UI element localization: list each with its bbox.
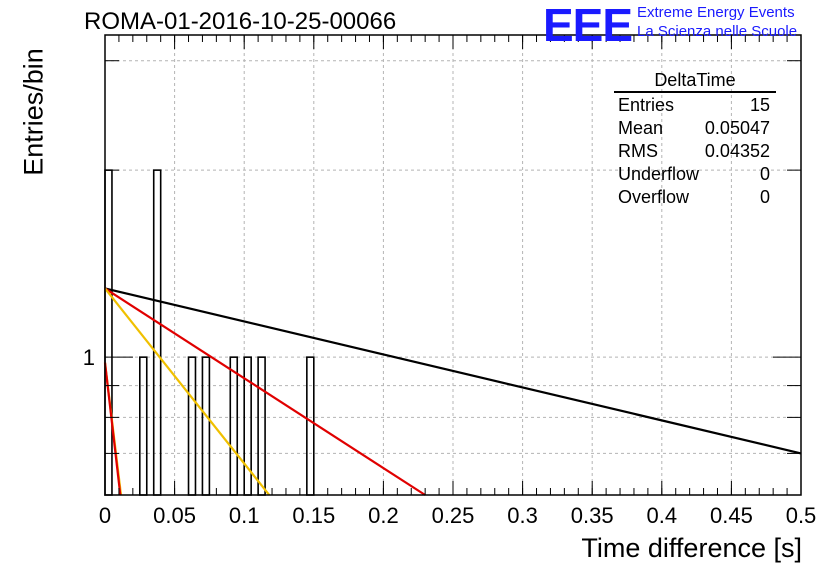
- stats-value: 15: [749, 95, 770, 115]
- histogram-bin: [187, 356, 197, 496]
- fit-line: [103, 362, 122, 496]
- stats-value: 0: [759, 164, 770, 184]
- stats-row-entries: Entries 15: [612, 94, 778, 117]
- fit-line: [104, 287, 426, 496]
- stats-value: 0.05047: [704, 118, 770, 138]
- x-tick-label: 0.4: [647, 503, 678, 528]
- x-axis-label: Time difference [s]: [581, 533, 802, 563]
- fit-lines: [103, 287, 802, 496]
- stats-row-mean: Mean 0.05047: [612, 117, 778, 140]
- histogram-bin: [229, 356, 239, 496]
- fit-line: [104, 287, 802, 455]
- stats-label: Mean: [618, 118, 664, 138]
- stats-label: Entries: [618, 95, 675, 115]
- x-tick-label: 0.35: [571, 503, 614, 528]
- stats-label: Underflow: [618, 164, 700, 184]
- stats-value: 0.04352: [704, 141, 770, 161]
- x-tick-label: 0.45: [710, 503, 753, 528]
- histogram-bin: [201, 356, 211, 496]
- x-tick-label: 0.1: [229, 503, 260, 528]
- histogram-bin: [257, 356, 266, 496]
- x-tick-label: 0.2: [368, 503, 399, 528]
- stats-label: RMS: [618, 141, 658, 161]
- fit-line: [104, 287, 271, 496]
- x-tick-label: 0.05: [153, 503, 196, 528]
- axis-ticks: [104, 35, 802, 496]
- stats-box: DeltaTime Entries 15 Mean 0.05047 RMS 0.…: [612, 70, 778, 209]
- stats-title: DeltaTime: [614, 70, 776, 93]
- x-tick-label: 0.3: [507, 503, 538, 528]
- histogram-bin: [306, 356, 315, 496]
- x-tick-label: 0.15: [292, 503, 335, 528]
- stats-row-rms: RMS 0.04352: [612, 140, 778, 163]
- x-tick-label: 0: [99, 503, 111, 528]
- plot-frame: [104, 34, 802, 496]
- histogram-bin: [139, 356, 148, 496]
- axis-tick-labels: 0 0.05 0.1 0.15 0.2 0.25 0.3 0.35 0.4 0.45 0.5 1: [83, 345, 817, 528]
- stats-value: 0: [759, 187, 770, 207]
- stats-label: Overflow: [618, 187, 690, 207]
- logo-line-2: La Scienza nelle Scuole: [637, 23, 798, 40]
- x-tick-label: 0.25: [432, 503, 475, 528]
- eee-logo: EEE: [543, 0, 633, 51]
- logo-line-1: Extreme Energy Events: [637, 4, 795, 21]
- histogram-bins: [104, 169, 315, 496]
- plot-title: ROMA-01-2016-10-25-00066: [84, 8, 397, 35]
- stats-row-overflow: Overflow 0: [612, 186, 778, 209]
- histogram-bin: [104, 169, 113, 496]
- y-tick-label: 1: [83, 345, 95, 370]
- x-tick-label: 0.5: [786, 503, 817, 528]
- logo-caption: Extreme Energy Events La Scienza nelle S…: [637, 3, 797, 41]
- y-axis-label: Entries/bin: [18, 48, 49, 176]
- histogram-bin: [152, 169, 162, 496]
- stats-row-underflow: Underflow 0: [612, 163, 778, 186]
